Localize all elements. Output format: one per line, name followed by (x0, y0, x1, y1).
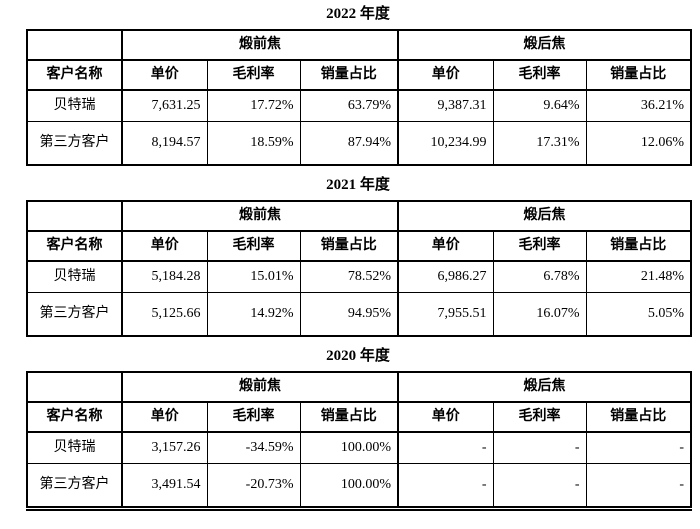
table-row: 第三方客户 3,491.54 -20.73% 100.00% - - - (26, 463, 692, 509)
value-cell: 5,184.28 (121, 260, 208, 293)
group-header-row: 煅前焦 煅后焦 (26, 371, 692, 403)
group-header-row: 煅前焦 煅后焦 (26, 29, 692, 61)
column-header-sales-share: 销量占比 (299, 230, 400, 262)
column-header-sales-share: 销量占比 (585, 59, 692, 91)
year-title-2022: 2022 年度 (326, 6, 390, 22)
value-cell: - (492, 431, 587, 464)
column-header-gross-margin: 毛利率 (492, 401, 587, 433)
value-cell: 16.07% (492, 292, 587, 337)
value-cell: 100.00% (299, 463, 400, 509)
value-cell: -20.73% (206, 463, 301, 509)
value-cell: 14.92% (206, 292, 301, 337)
column-header-gross-margin: 毛利率 (492, 59, 587, 91)
value-cell: 36.21% (585, 89, 692, 122)
table-row: 第三方客户 5,125.66 14.92% 94.95% 7,955.51 16… (26, 292, 692, 337)
value-cell: 6,986.27 (397, 260, 494, 293)
corner-cell (26, 29, 123, 61)
column-header-customer: 客户名称 (26, 59, 123, 91)
column-header-sales-share: 销量占比 (299, 401, 400, 433)
value-cell: 9,387.31 (397, 89, 494, 122)
column-header-sales-share: 销量占比 (585, 401, 692, 433)
value-cell: 5,125.66 (121, 292, 208, 337)
value-cell: 5.05% (585, 292, 692, 337)
value-cell: - (585, 431, 692, 464)
column-header-unit-price: 单价 (397, 230, 494, 262)
value-cell: - (397, 463, 494, 509)
value-cell: - (397, 431, 494, 464)
customer-name-cell: 第三方客户 (26, 292, 123, 337)
corner-cell (26, 200, 123, 232)
year-title-2021: 2021 年度 (326, 177, 390, 193)
value-cell: 17.72% (206, 89, 301, 122)
year-title-2020: 2020 年度 (326, 348, 390, 364)
value-cell: 3,491.54 (121, 463, 208, 509)
group-header-post-calcined: 煅后焦 (397, 29, 692, 61)
column-header-row: 客户名称 单价 毛利率 销量占比 单价 毛利率 销量占比 (26, 230, 692, 262)
data-table-2022: 煅前焦 煅后焦 客户名称 单价 毛利率 销量占比 单价 毛利率 销量占比 贝特瑞… (26, 29, 693, 166)
value-cell: 9.64% (492, 89, 587, 122)
column-header-gross-margin: 毛利率 (492, 230, 587, 262)
value-cell: 78.52% (299, 260, 400, 293)
table-row: 第三方客户 8,194.57 18.59% 87.94% 10,234.99 1… (26, 121, 692, 166)
value-cell: - (585, 463, 692, 509)
value-cell: 18.59% (206, 121, 301, 166)
column-header-gross-margin: 毛利率 (206, 401, 301, 433)
value-cell: 7,631.25 (121, 89, 208, 122)
group-header-pre-calcined: 煅前焦 (121, 371, 400, 403)
column-header-gross-margin: 毛利率 (206, 230, 301, 262)
value-cell: 17.31% (492, 121, 587, 166)
column-header-unit-price: 单价 (397, 401, 494, 433)
table-row: 贝特瑞 5,184.28 15.01% 78.52% 6,986.27 6.78… (26, 260, 692, 293)
customer-name-cell: 贝特瑞 (26, 260, 123, 293)
table-row: 贝特瑞 3,157.26 -34.59% 100.00% - - - (26, 431, 692, 464)
customer-name-cell: 第三方客户 (26, 463, 123, 509)
data-table-2020: 煅前焦 煅后焦 客户名称 单价 毛利率 销量占比 单价 毛利率 销量占比 贝特瑞… (26, 371, 693, 511)
group-header-pre-calcined: 煅前焦 (121, 29, 400, 61)
group-header-post-calcined: 煅后焦 (397, 371, 692, 403)
group-header-row: 煅前焦 煅后焦 (26, 200, 692, 232)
value-cell: -34.59% (206, 431, 301, 464)
column-header-unit-price: 单价 (121, 59, 208, 91)
value-cell: - (492, 463, 587, 509)
data-table-2021: 煅前焦 煅后焦 客户名称 单价 毛利率 销量占比 单价 毛利率 销量占比 贝特瑞… (26, 200, 693, 337)
value-cell: 12.06% (585, 121, 692, 166)
customer-name-cell: 贝特瑞 (26, 431, 123, 464)
group-header-post-calcined: 煅后焦 (397, 200, 692, 232)
value-cell: 94.95% (299, 292, 400, 337)
value-cell: 100.00% (299, 431, 400, 464)
column-header-customer: 客户名称 (26, 230, 123, 262)
value-cell: 6.78% (492, 260, 587, 293)
value-cell: 10,234.99 (397, 121, 494, 166)
value-cell: 15.01% (206, 260, 301, 293)
corner-cell (26, 371, 123, 403)
column-header-gross-margin: 毛利率 (206, 59, 301, 91)
customer-name-cell: 贝特瑞 (26, 89, 123, 122)
value-cell: 87.94% (299, 121, 400, 166)
column-header-unit-price: 单价 (121, 401, 208, 433)
column-header-sales-share: 销量占比 (299, 59, 400, 91)
column-header-unit-price: 单价 (397, 59, 494, 91)
table-row: 贝特瑞 7,631.25 17.72% 63.79% 9,387.31 9.64… (26, 89, 692, 122)
value-cell: 63.79% (299, 89, 400, 122)
value-cell: 8,194.57 (121, 121, 208, 166)
value-cell: 21.48% (585, 260, 692, 293)
column-header-sales-share: 销量占比 (585, 230, 692, 262)
group-header-pre-calcined: 煅前焦 (121, 200, 400, 232)
column-header-row: 客户名称 单价 毛利率 销量占比 单价 毛利率 销量占比 (26, 59, 692, 91)
value-cell: 7,955.51 (397, 292, 494, 337)
column-header-customer: 客户名称 (26, 401, 123, 433)
customer-name-cell: 第三方客户 (26, 121, 123, 166)
value-cell: 3,157.26 (121, 431, 208, 464)
column-header-unit-price: 单价 (121, 230, 208, 262)
column-header-row: 客户名称 单价 毛利率 销量占比 单价 毛利率 销量占比 (26, 401, 692, 433)
